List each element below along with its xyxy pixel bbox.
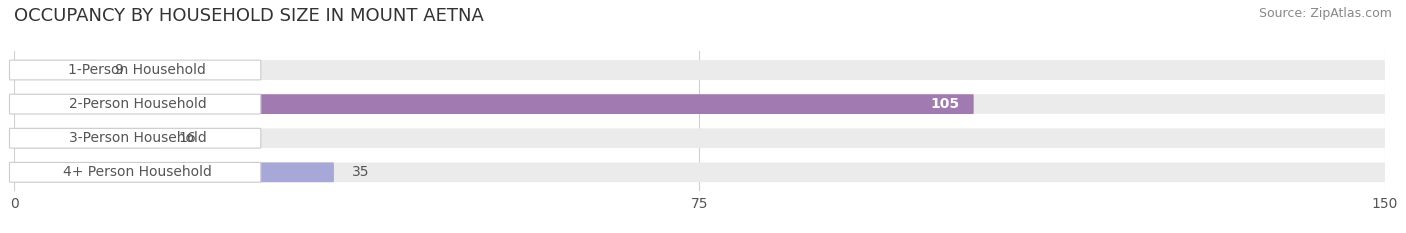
Text: 9: 9 [115,63,124,77]
FancyBboxPatch shape [14,162,1385,182]
Text: 4+ Person Household: 4+ Person Household [63,165,212,179]
Text: 35: 35 [353,165,370,179]
Text: 2-Person Household: 2-Person Household [69,97,207,111]
FancyBboxPatch shape [14,94,974,114]
FancyBboxPatch shape [14,60,96,80]
FancyBboxPatch shape [14,128,1385,148]
FancyBboxPatch shape [10,162,262,182]
FancyBboxPatch shape [10,128,262,148]
Text: 16: 16 [179,131,197,145]
FancyBboxPatch shape [14,94,1385,114]
FancyBboxPatch shape [10,94,262,114]
Text: 105: 105 [931,97,960,111]
Text: Source: ZipAtlas.com: Source: ZipAtlas.com [1258,7,1392,20]
FancyBboxPatch shape [10,60,262,80]
FancyBboxPatch shape [14,60,1385,80]
Text: OCCUPANCY BY HOUSEHOLD SIZE IN MOUNT AETNA: OCCUPANCY BY HOUSEHOLD SIZE IN MOUNT AET… [14,7,484,25]
Text: 1-Person Household: 1-Person Household [69,63,207,77]
Text: 3-Person Household: 3-Person Household [69,131,207,145]
FancyBboxPatch shape [14,162,335,182]
FancyBboxPatch shape [14,128,160,148]
